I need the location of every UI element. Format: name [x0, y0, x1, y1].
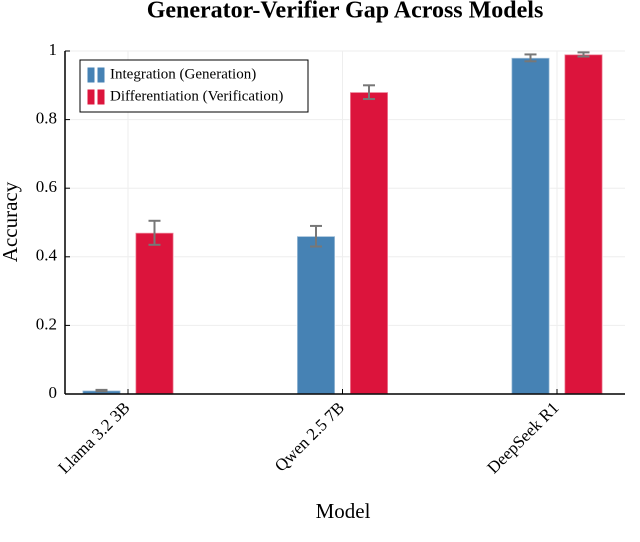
y-tick-label: 0: [49, 383, 58, 402]
x-tick-label: DeepSeek R1: [483, 398, 562, 477]
error-bar: [148, 219, 161, 246]
x-axis-label: Model: [316, 499, 371, 523]
chart-title: Generator-Verifier Gap Across Models: [147, 0, 544, 24]
bar: [349, 91, 389, 395]
y-tick-label: 0.2: [36, 314, 57, 333]
error-bar: [577, 51, 590, 58]
bar: [563, 53, 604, 395]
legend-swatch: [86, 66, 96, 84]
legend-box: [79, 59, 309, 113]
legend-swatch: [86, 88, 96, 106]
error-bar: [363, 84, 375, 101]
error-bar: [95, 388, 108, 393]
legend-swatch: [96, 88, 106, 106]
bar: [134, 232, 175, 395]
error-bar: [310, 224, 322, 248]
bar: [510, 57, 551, 395]
y-tick-label: 0.8: [36, 109, 57, 128]
x-tick-label: Llama 3.2 3B: [54, 398, 133, 477]
bar: [296, 235, 336, 395]
y-tick-label: 0.4: [36, 246, 58, 265]
x-tick-label: Qwen 2.5 7B: [271, 398, 348, 475]
y-tick-label: 1: [49, 40, 58, 59]
y-axis-label: Accuracy: [0, 181, 22, 262]
legend-swatch: [96, 66, 106, 84]
y-tick-label: 0.6: [36, 177, 57, 196]
legend-label: Integration (Generation): [110, 66, 256, 82]
error-bar: [524, 53, 537, 63]
legend-label: Differentiation (Verification): [110, 88, 283, 104]
